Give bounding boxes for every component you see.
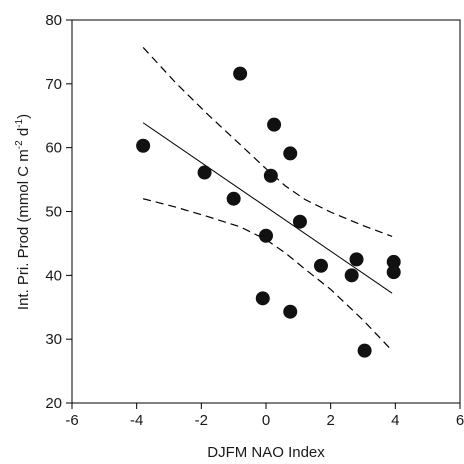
data-point [386,265,401,280]
y-axis-label: Int. Pri. Prod (mmol C m-2 d-1) [14,114,32,310]
data-point [259,228,273,243]
data-point [136,138,151,153]
y-tick-label: 20 [45,395,62,412]
y-axis-label-mid: d [15,128,32,141]
x-tick-label: -6 [65,412,78,429]
x-tick-label: 2 [326,412,334,429]
data-point [197,165,212,180]
y-tick-label: 30 [45,331,62,348]
data-point [386,254,401,269]
y-axis-ticks: 20 30 40 50 60 70 80 [45,12,72,412]
data-point [255,291,270,306]
y-tick-label: 80 [45,12,62,29]
data-point [233,66,248,81]
plot-border [71,19,461,404]
data-point [283,146,298,161]
x-axis-label: DJFM NAO Index [207,444,325,461]
data-points [136,66,401,358]
plot-frame [71,19,461,404]
x-tick-label: -4 [130,412,143,429]
x-tick-label: 0 [262,412,270,429]
x-axis-ticks: -6 -4 -2 0 2 4 6 [65,403,464,429]
data-point [292,214,307,229]
y-tick-label: 70 [45,76,62,93]
y-axis-label-sup2: -1 [14,118,25,127]
data-point [267,117,282,132]
data-point [349,252,364,267]
regression-line-group [142,122,393,294]
y-tick-label: 40 [45,267,62,284]
y-axis-label-sup1: -2 [14,140,25,149]
regression-line [142,122,393,294]
x-tick-label: 6 [456,412,464,429]
y-tick-label: 60 [45,140,62,157]
y-axis-label-prefix: Int. Pri. Prod (mmol C m [15,149,32,310]
confidence-bands [142,47,393,352]
y-axis-label-suffix: ) [15,114,32,119]
x-tick-label: 4 [391,412,399,429]
data-point [283,304,298,319]
data-point [344,268,359,283]
data-point [263,168,278,183]
data-point [226,191,241,206]
data-point [313,258,328,273]
x-tick-label: -2 [195,412,208,429]
data-point [357,343,372,358]
y-tick-label: 50 [45,204,62,221]
